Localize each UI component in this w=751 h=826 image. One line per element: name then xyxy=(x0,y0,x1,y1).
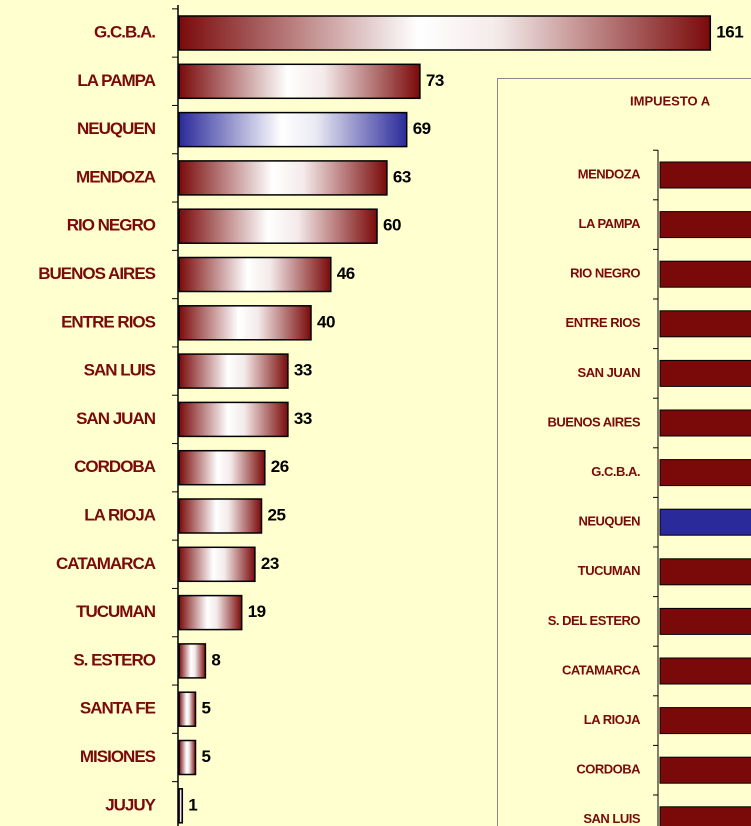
value-label: 19 xyxy=(248,602,266,621)
inset-bar-cropped xyxy=(659,607,751,635)
inset-bar-cropped xyxy=(659,211,751,239)
inset-category-label: RIO NEGRO xyxy=(570,266,640,281)
category-label: MENDOZA xyxy=(76,167,156,186)
bar xyxy=(178,208,378,244)
inset-bar-cropped xyxy=(659,508,751,536)
inset-category-label: G.C.B.A. xyxy=(591,464,640,479)
inset-category-label: TUCUMAN xyxy=(578,563,640,578)
inset-category-label: CORDOBA xyxy=(576,762,641,777)
bar xyxy=(178,788,184,824)
value-label: 60 xyxy=(383,216,401,235)
inset-bar-cropped xyxy=(659,657,751,685)
value-label: 5 xyxy=(202,747,211,766)
category-label: RIO NEGRO xyxy=(67,216,156,235)
inset-category-label: MENDOZA xyxy=(578,166,641,181)
bar xyxy=(178,498,263,534)
inset-chart: IMPUESTO A MENDOZA LA PAMPA RIO NEGRO ENTRE… xyxy=(497,78,751,826)
bar xyxy=(178,160,388,196)
bar xyxy=(178,256,332,293)
category-label: S. ESTERO xyxy=(73,650,155,669)
inset-bar-cropped xyxy=(659,359,751,387)
bar xyxy=(178,691,197,727)
category-label: CORDOBA xyxy=(74,457,156,476)
bar xyxy=(178,594,243,631)
category-label: SAN LUIS xyxy=(84,361,156,380)
value-label: 33 xyxy=(294,409,312,428)
value-label: 23 xyxy=(261,554,279,573)
value-label: 63 xyxy=(393,167,411,186)
value-label: 46 xyxy=(337,264,355,283)
value-label: 73 xyxy=(426,71,444,90)
value-label: 33 xyxy=(294,361,312,380)
category-label: TUCUMAN xyxy=(76,602,156,621)
inset-bar-cropped xyxy=(659,310,751,338)
value-label: 5 xyxy=(202,699,211,718)
value-label: 26 xyxy=(271,457,289,476)
inset-category-label: BUENOS AIRES xyxy=(548,414,641,429)
inset-category-label: S. DEL ESTERO xyxy=(548,613,641,628)
inset-bar-cropped xyxy=(659,558,751,586)
bar xyxy=(178,63,421,100)
inset-frame xyxy=(497,78,751,826)
inset-bar-cropped xyxy=(659,707,751,735)
inset-bar-cropped xyxy=(659,409,751,437)
value-label: 40 xyxy=(317,312,335,331)
bar xyxy=(178,305,312,341)
category-label: BUENOS AIRES xyxy=(38,264,155,283)
category-label: SAN JUAN xyxy=(76,409,156,428)
inset-category-label: SAN JUAN xyxy=(578,365,641,380)
category-label: MISIONES xyxy=(80,747,156,766)
inset-category-label: NEUQUEN xyxy=(578,514,640,529)
category-label: LA RIOJA xyxy=(84,505,155,524)
inset-category-label: LA PAMPA xyxy=(579,216,642,231)
bar xyxy=(178,546,256,583)
value-label: 161 xyxy=(716,22,743,41)
category-label: ENTRE RIOS xyxy=(61,312,156,331)
category-label: SANTA FE xyxy=(80,699,156,718)
inset-bar-cropped xyxy=(659,756,751,784)
value-label: 69 xyxy=(413,119,431,138)
inset-bar-cropped xyxy=(659,161,751,189)
inset-bar-cropped xyxy=(659,260,751,288)
bar xyxy=(178,15,712,51)
inset-bar-cropped xyxy=(659,806,751,826)
bar xyxy=(178,111,408,148)
category-label: NEUQUEN xyxy=(77,119,156,138)
value-label: 1 xyxy=(188,795,197,814)
category-label: CATAMARCA xyxy=(56,554,156,573)
category-label: LA PAMPA xyxy=(77,71,155,90)
inset-category-label: LA RIOJA xyxy=(584,712,641,727)
bar xyxy=(178,643,207,679)
value-label: 8 xyxy=(211,650,220,669)
inset-category-label: CATAMARCA xyxy=(562,662,641,677)
category-label: JUJUY xyxy=(105,795,156,814)
bar xyxy=(178,449,266,486)
bar xyxy=(178,353,289,389)
bar xyxy=(178,401,289,438)
inset-title: IMPUESTO A xyxy=(630,93,711,108)
inset-category-label: SAN LUIS xyxy=(583,811,641,826)
bar xyxy=(178,739,197,776)
inset-bar-cropped xyxy=(659,459,751,487)
inset-category-label: ENTRE RIOS xyxy=(566,315,641,330)
value-label: 25 xyxy=(268,505,286,524)
category-label: G.C.B.A. xyxy=(94,22,155,41)
